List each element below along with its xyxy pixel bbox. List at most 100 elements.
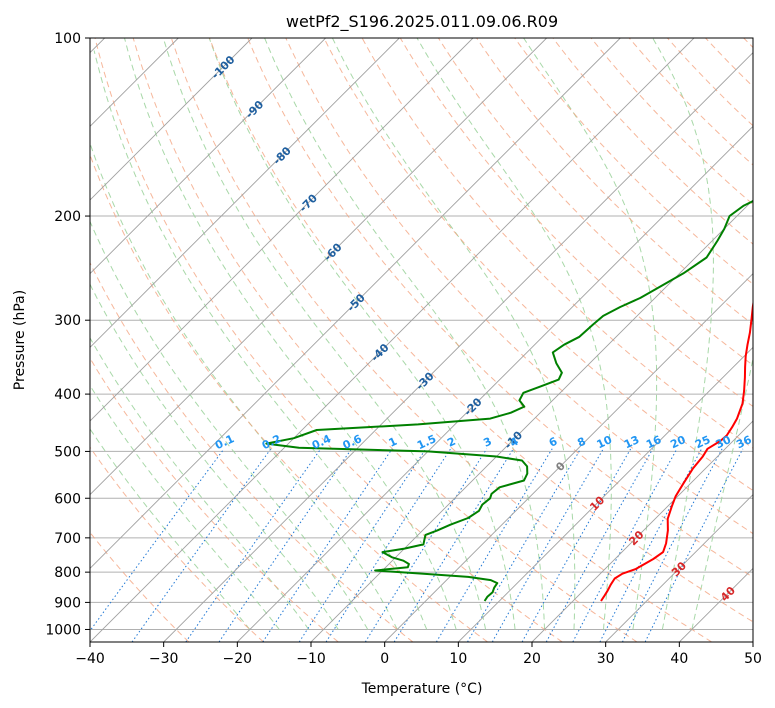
moist-adiabat [90, 220, 369, 630]
mixing-ratio-label: 16 [644, 433, 664, 451]
isotherm-line [679, 567, 753, 642]
mixing-ratio-label: 6 [547, 435, 560, 450]
dry-adiabat [90, 261, 414, 642]
mixing-ratio-line [325, 448, 452, 642]
isotherm-line [752, 641, 753, 642]
mixing-ratio-label: 36 [734, 433, 754, 451]
dry-adiabat [667, 38, 753, 127]
dry-adiabat [94, 38, 563, 642]
mixing-ratio-label: 8 [575, 435, 587, 450]
isotherm-label: 0 [553, 459, 568, 474]
mixing-ratio-line [364, 448, 488, 642]
mixing-ratio-label: 20 [668, 433, 688, 451]
y-tick-label: 600 [54, 491, 81, 507]
isotherm-line [90, 38, 474, 422]
x-axis-ticks: −40 −30 −20 −10 0 10 20 30 40 50 [75, 642, 762, 667]
mixing-ratio-label: 25 [693, 433, 712, 451]
isotherm-label: -60 [321, 240, 344, 263]
dewpoint-profile [265, 200, 753, 602]
y-tick-label: 1000 [45, 622, 81, 638]
mixing-ratio-line [218, 448, 353, 642]
dry-adiabat [170, 38, 712, 642]
y-tick-label: 900 [54, 595, 81, 611]
x-tick-label: −10 [296, 651, 326, 667]
y-tick-label: 800 [54, 565, 81, 581]
x-axis-label: Temperature (°C) [361, 681, 483, 697]
x-tick-label: 40 [670, 651, 688, 667]
mixing-ratio-line [467, 448, 582, 642]
moist-adiabat [264, 38, 545, 630]
isotherm-line [90, 38, 695, 642]
x-tick-label: 50 [744, 651, 762, 667]
moist-adiabat [691, 356, 753, 630]
isotherm-line [90, 38, 400, 348]
isotherms [90, 38, 753, 642]
isotherm-line [90, 38, 253, 201]
dry-adiabats [90, 38, 753, 642]
moist-adiabat [90, 337, 310, 630]
sounding-profiles [265, 200, 753, 602]
moist-adiabat [124, 38, 457, 630]
dry-adiabat [90, 446, 264, 642]
isotherm-label: -80 [271, 144, 294, 167]
isotherm-label: -20 [461, 395, 484, 418]
moist-adiabat [652, 38, 714, 630]
dry-adiabat [247, 38, 753, 578]
isotherm-line [237, 125, 753, 642]
isotherm-line [163, 52, 753, 642]
temperature-profile [600, 298, 753, 602]
moist-adiabats [90, 38, 753, 630]
y-tick-label: 100 [54, 31, 81, 47]
dry-adiabat [209, 38, 753, 623]
moist-adiabat [523, 38, 658, 630]
mixing-ratio-label: 13 [622, 433, 641, 451]
isotherm-line [90, 38, 326, 275]
isotherm-label: -90 [243, 98, 266, 121]
mixing-ratio-label: 30 [714, 433, 734, 451]
dry-adiabat [90, 153, 488, 642]
moist-adiabat [90, 427, 251, 630]
moist-adiabat [208, 38, 516, 630]
y-axis-ticks: 1000 900 800 700 600 500 400 300 200 100 [45, 31, 90, 638]
mixing-ratio-line [90, 448, 225, 632]
dry-adiabat [514, 38, 753, 285]
isotherm-label: 40 [718, 584, 738, 604]
x-tick-label: 10 [449, 651, 467, 667]
moist-adiabat [90, 384, 280, 630]
x-tick-label: 30 [597, 651, 615, 667]
pressure-gridlines [90, 37, 753, 630]
dry-adiabat [590, 38, 753, 206]
y-tick-label: 500 [54, 444, 81, 460]
mixing-ratio-line [185, 448, 322, 642]
mixing-ratio-line [644, 448, 744, 642]
plot-frame [89, 37, 754, 643]
dry-adiabat [323, 38, 753, 492]
isotherm-label: -50 [345, 291, 368, 314]
isotherm-line [458, 346, 753, 642]
mixing-ratio-label: 3 [481, 435, 493, 450]
moist-adiabat [93, 50, 428, 630]
moist-adiabat [162, 38, 487, 630]
mixing-ratio-line [298, 448, 427, 642]
mixing-ratio-line [435, 448, 553, 642]
isotherm-label: -70 [297, 191, 320, 214]
moist-adiabat [90, 283, 339, 630]
mixing-ratio-line [131, 448, 272, 642]
mixing-ratio-line [572, 448, 678, 642]
x-tick-label: 0 [380, 651, 389, 667]
dry-adiabat [132, 38, 638, 642]
x-tick-label: −30 [149, 651, 179, 667]
dry-adiabat [90, 531, 190, 642]
x-tick-label: 20 [523, 651, 541, 667]
mixing-ratio-line [393, 448, 514, 642]
y-tick-label: 300 [54, 313, 81, 329]
y-tick-label: 200 [54, 209, 81, 225]
y-tick-label: 700 [54, 531, 81, 547]
mixing-ratio-label: 1.5 [415, 432, 438, 452]
mixing-ratio-labels: 0.1 0.2 0.4 0.6 1 1.5 2 3 4 6 8 10 13 16 20 25 30 36 [213, 432, 754, 452]
dry-adiabat [705, 38, 753, 88]
mixing-ratio-label: 10 [595, 433, 615, 451]
chart-title: wetPf2_S196.2025.011.09.06.R09 [286, 12, 558, 32]
dry-adiabat [476, 38, 753, 326]
